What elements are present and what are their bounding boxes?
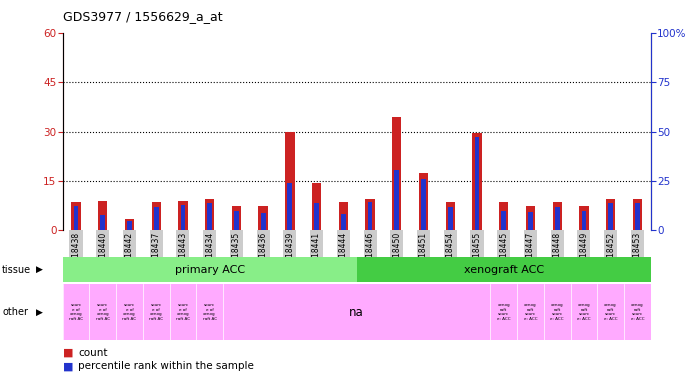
Bar [499, 202, 508, 230]
Text: xenog
raft
sourc
e: ACC: xenog raft sourc e: ACC [604, 303, 617, 321]
Text: sourc
e of
xenog
raft AC: sourc e of xenog raft AC [149, 303, 164, 321]
Bar [312, 183, 322, 230]
Bar [525, 206, 535, 230]
Bar [314, 203, 319, 230]
Text: na: na [349, 306, 364, 318]
Bar [635, 203, 640, 230]
Bar [579, 206, 589, 230]
Bar [582, 210, 586, 230]
Bar [365, 199, 374, 230]
Bar [392, 117, 402, 230]
Bar [261, 213, 266, 230]
Text: other: other [2, 307, 28, 317]
Bar [448, 207, 452, 230]
Bar [553, 202, 562, 230]
Bar [152, 202, 161, 230]
Bar [180, 205, 185, 230]
Bar [367, 202, 372, 230]
Text: sourc
e of
xenog
raft AC: sourc e of xenog raft AC [176, 303, 190, 321]
Bar [633, 199, 642, 230]
Text: GDS3977 / 1556629_a_at: GDS3977 / 1556629_a_at [63, 10, 222, 23]
Text: tissue: tissue [2, 265, 31, 275]
Bar [127, 220, 132, 230]
Bar [419, 173, 428, 230]
Text: primary ACC: primary ACC [175, 265, 245, 275]
Text: xenog
raft
sourc
e: ACC: xenog raft sourc e: ACC [577, 303, 591, 321]
Bar [339, 202, 348, 230]
Bar [205, 199, 214, 230]
Bar [475, 137, 480, 230]
Text: xenograft ACC: xenograft ACC [464, 265, 544, 275]
Bar [234, 210, 239, 230]
Text: ▶: ▶ [36, 308, 43, 316]
Text: ■: ■ [63, 361, 73, 371]
Bar [528, 212, 533, 230]
Bar [232, 206, 241, 230]
Bar [74, 206, 79, 230]
Bar [445, 202, 455, 230]
Text: sourc
e of
xenog
raft AC: sourc e of xenog raft AC [95, 303, 110, 321]
Text: percentile rank within the sample: percentile rank within the sample [78, 361, 254, 371]
Bar [395, 170, 400, 230]
Bar [154, 207, 159, 230]
Bar [608, 203, 613, 230]
Bar [258, 206, 268, 230]
Text: xenog
raft
sourc
e: ACC: xenog raft sourc e: ACC [551, 303, 564, 321]
Bar [341, 214, 346, 230]
Text: sourc
e of
xenog
raft AC: sourc e of xenog raft AC [69, 303, 83, 321]
Bar [71, 202, 81, 230]
Bar [207, 203, 212, 230]
Text: ▶: ▶ [36, 265, 43, 274]
Bar [178, 201, 188, 230]
Text: sourc
e of
xenog
raft AC: sourc e of xenog raft AC [122, 303, 136, 321]
Text: count: count [78, 348, 107, 358]
Bar [421, 179, 426, 230]
Bar [501, 210, 506, 230]
Bar [98, 201, 107, 230]
Text: sourc
e of
xenog
raft AC: sourc e of xenog raft AC [203, 303, 216, 321]
Bar [555, 207, 560, 230]
Bar [287, 183, 292, 230]
Bar [285, 131, 294, 230]
Text: xenog
raft
sourc
e: ACC: xenog raft sourc e: ACC [497, 303, 511, 321]
Bar [125, 219, 134, 230]
Text: xenog
raft
sourc
e: ACC: xenog raft sourc e: ACC [523, 303, 537, 321]
Bar [473, 133, 482, 230]
Text: xenog
raft
sourc
e: ACC: xenog raft sourc e: ACC [631, 303, 644, 321]
Text: ■: ■ [63, 348, 73, 358]
Bar [606, 199, 615, 230]
Bar [100, 215, 105, 230]
